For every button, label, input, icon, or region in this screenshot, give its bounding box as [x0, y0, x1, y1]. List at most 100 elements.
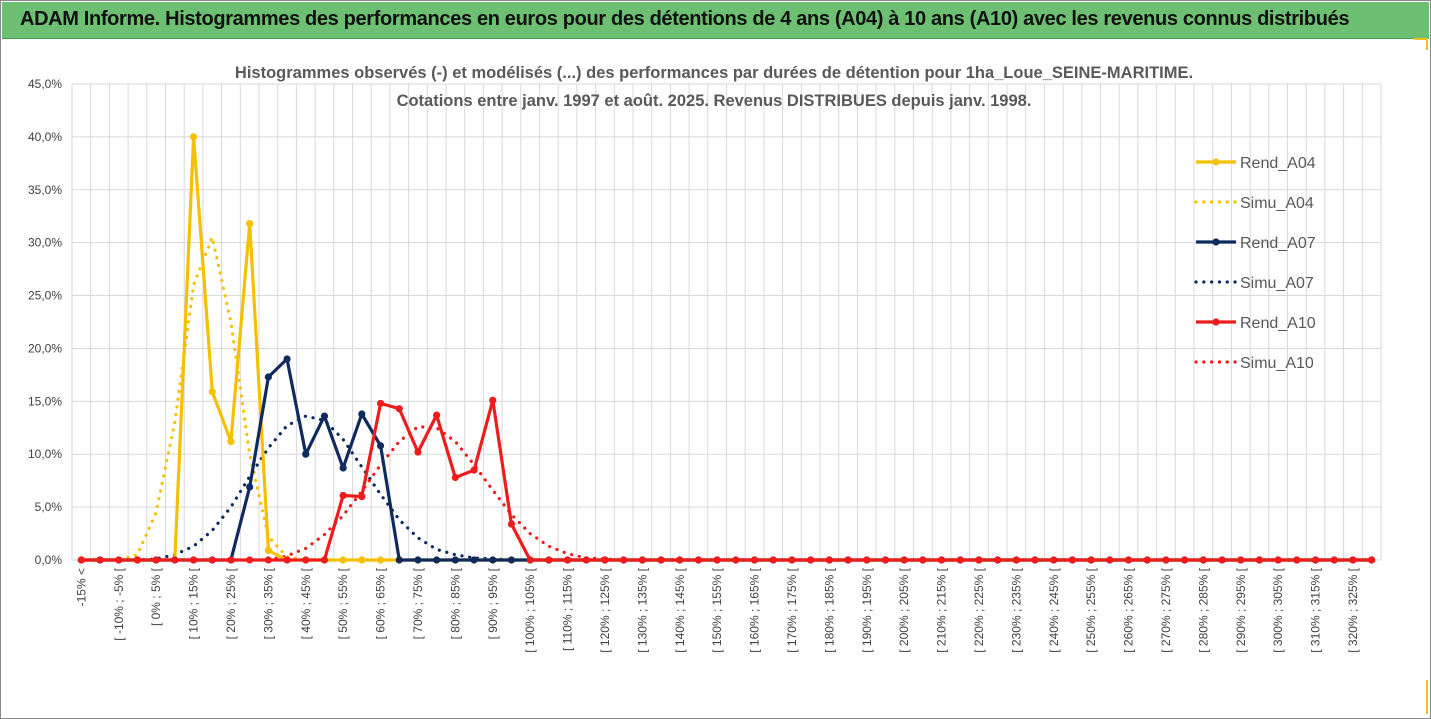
data-point-Rend_A07: [414, 556, 422, 564]
data-point-Rend_A07: [470, 556, 478, 564]
series-line-Rend_A10: [81, 398, 1372, 562]
report-banner: ADAM Informe. Histogrammes des performan…: [2, 2, 1429, 39]
y-tick-label: 5,0%: [35, 500, 63, 514]
x-tick-label: [ 230% ; 235% [: [1009, 567, 1023, 652]
report-title: ADAM Informe. Histogrammes des performan…: [20, 8, 1350, 30]
x-tick-label: [ 320% ; 325% [: [1346, 567, 1360, 652]
data-point-Rend_A10: [620, 556, 628, 564]
x-tick-label: [ 40% ; 45% [: [299, 567, 313, 639]
x-tick-label: [ 90% ; 95% [: [486, 567, 500, 639]
gridlines: [71, 83, 1382, 561]
x-tick-label: [ 170% ; 175% [: [785, 567, 799, 652]
chart-title-line1: Histogrammes observés (-) et modélisés (…: [235, 64, 1193, 82]
data-point-Rend_A10: [563, 556, 572, 564]
x-tick-label: [ 200% ; 205% [: [897, 567, 911, 652]
data-point-Rend_A07: [339, 464, 347, 472]
y-tick-label: 10,0%: [28, 447, 62, 461]
data-point-Rend_A10: [1368, 556, 1376, 564]
x-tick-label: [ 0% ; 5% [: [149, 567, 163, 626]
data-point-Rend_A10: [881, 556, 890, 564]
x-tick-label: [ 280% ; 285% [: [1196, 567, 1210, 652]
x-tick-label: [ 250% ; 255% [: [1084, 567, 1098, 652]
data-point-Rend_A10: [1012, 556, 1020, 564]
y-tick-label: 20,0%: [28, 341, 62, 355]
data-point-Rend_A10: [601, 556, 609, 564]
data-point-Rend_A10: [133, 556, 142, 564]
data-point-Rend_A10: [1349, 556, 1357, 564]
x-tick-label: [ 190% ; 195% [: [860, 567, 874, 652]
data-point-Rend_A07: [376, 442, 385, 450]
x-tick-label: [ 80% ; 85% [: [448, 567, 462, 639]
data-point-Rend_A10: [1255, 556, 1264, 564]
data-point-Rend_A10: [900, 556, 908, 564]
data-point-Rend_A07: [302, 450, 310, 458]
data-point-Rend_A10: [807, 556, 815, 564]
data-point-Rend_A10: [1181, 556, 1189, 564]
data-point-Rend_A10: [189, 556, 198, 564]
legend-label: Simu_A10: [1240, 355, 1314, 372]
data-point-Rend_A10: [638, 556, 646, 564]
data-point-Rend_A07: [320, 412, 329, 420]
data-point-Rend_A10: [769, 556, 777, 564]
data-point-Rend_A04: [339, 556, 347, 564]
data-point-Rend_A10: [451, 473, 459, 482]
legend-marker-Rend_A04: [1212, 158, 1220, 166]
y-tick-label: 35,0%: [28, 183, 62, 197]
data-point-Rend_A10: [414, 448, 422, 456]
data-point-Rend_A04: [358, 556, 366, 564]
x-tick-label: [ 310% ; 315% [: [1309, 567, 1323, 652]
legend-label: Simu_A04: [1240, 195, 1314, 212]
data-point-Rend_A04: [376, 556, 385, 564]
data-point-Rend_A10: [1274, 556, 1282, 564]
x-tick-label: [ 10% ; 15% [: [187, 567, 201, 639]
data-point-Rend_A10: [152, 556, 160, 564]
legend-marker-Rend_A07: [1212, 238, 1220, 246]
data-point-Rend_A07: [246, 483, 254, 491]
data-point-Rend_A10: [582, 556, 590, 564]
data-point-Rend_A10: [545, 556, 553, 564]
data-point-Rend_A10: [208, 556, 216, 564]
data-point-Rend_A07: [395, 556, 403, 564]
x-tick-label: [ 110% ; 115% [: [561, 567, 575, 651]
data-point-Rend_A10: [320, 556, 329, 564]
data-point-Rend_A10: [1031, 556, 1039, 564]
series-lines: [77, 133, 1376, 564]
data-point-Rend_A10: [339, 491, 347, 500]
data-point-Rend_A04: [246, 220, 254, 228]
data-point-Rend_A10: [115, 556, 123, 564]
data-point-Rend_A10: [246, 556, 254, 564]
data-point-Rend_A04: [189, 133, 198, 141]
data-point-Rend_A10: [713, 556, 721, 564]
x-tick-label: [ 240% ; 245% [: [1047, 567, 1061, 652]
data-point-Rend_A10: [1143, 556, 1151, 564]
data-point-Rend_A10: [77, 556, 85, 564]
legend-marker-Rend_A10: [1212, 318, 1220, 326]
data-point-Rend_A10: [750, 556, 759, 564]
data-point-Rend_A10: [283, 556, 291, 564]
legend-label: Rend_A04: [1240, 155, 1316, 172]
data-point-Rend_A10: [1050, 556, 1058, 564]
data-point-Rend_A10: [1162, 556, 1170, 564]
x-tick-label: [ 160% ; 165% [: [748, 567, 762, 652]
chart-title-line2: Cotations entre janv. 1997 et août. 2025…: [397, 92, 1032, 110]
legend-label: Rend_A07: [1240, 235, 1316, 252]
data-point-Rend_A10: [1330, 556, 1338, 564]
data-point-Rend_A10: [694, 556, 703, 564]
corner-mark: [1426, 38, 1428, 50]
data-point-Rend_A10: [657, 556, 665, 564]
data-point-Rend_A10: [1106, 556, 1114, 564]
data-point-Rend_A10: [994, 556, 1002, 564]
data-point-Rend_A10: [732, 556, 740, 564]
y-tick-label: 30,0%: [28, 236, 62, 250]
data-point-Rend_A10: [844, 556, 852, 564]
x-axis-ticks: -15% < [ -10% ; -5% [[ 0% ; 5% [[ 10% ; 1…: [74, 567, 1360, 652]
legend-label: Rend_A10: [1240, 315, 1316, 332]
data-point-Rend_A07: [433, 556, 441, 564]
data-point-Rend_A07: [358, 410, 366, 418]
x-tick-label: [ 150% ; 155% [: [710, 567, 724, 652]
data-point-Rend_A10: [171, 556, 179, 564]
data-point-Rend_A10: [1068, 556, 1077, 564]
x-tick-label: [ 70% ; 75% [: [411, 567, 425, 639]
data-point-Rend_A10: [956, 556, 964, 564]
